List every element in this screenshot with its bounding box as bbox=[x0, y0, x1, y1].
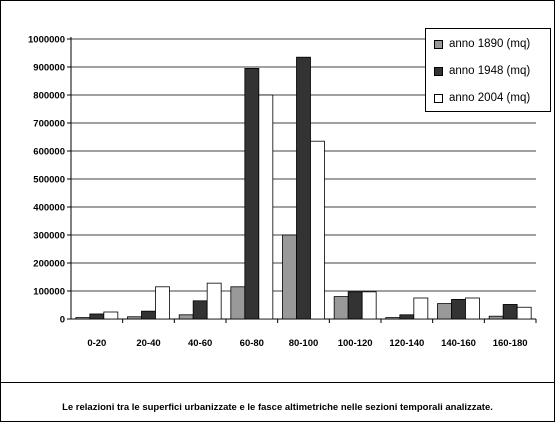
bar bbox=[244, 68, 260, 320]
bar bbox=[310, 140, 325, 320]
caption-divider bbox=[1, 382, 554, 383]
legend-item-1890: anno 1890 (mq) bbox=[426, 32, 550, 56]
y-tick-label: 200000 bbox=[33, 259, 65, 270]
legend-label-1948: anno 1948 (mq) bbox=[449, 65, 531, 77]
y-tick-label: 0 bbox=[60, 315, 65, 326]
bar bbox=[258, 94, 274, 320]
legend-swatch-2004 bbox=[434, 93, 443, 103]
bar bbox=[282, 234, 297, 320]
bar bbox=[178, 314, 194, 320]
bar bbox=[399, 314, 415, 320]
y-tick-label: 300000 bbox=[33, 231, 65, 242]
legend-label-2004: anno 2004 (mq) bbox=[449, 92, 531, 104]
bar bbox=[103, 311, 119, 320]
legend-item-2004: anno 2004 (mq) bbox=[426, 86, 550, 110]
x-tick-label: 60-80 bbox=[240, 338, 264, 349]
bar bbox=[488, 315, 504, 320]
x-tick-label: 80-100 bbox=[289, 338, 319, 349]
bar bbox=[437, 303, 452, 320]
x-tick-label: 40-60 bbox=[188, 338, 212, 349]
chart-caption: Le relazioni tra le superfici urbanizzat… bbox=[62, 402, 493, 413]
bar bbox=[296, 56, 311, 320]
legend-item-1948: anno 1948 (mq) bbox=[426, 59, 550, 83]
legend: anno 1890 (mq) anno 1948 (mq) anno 2004 … bbox=[425, 28, 551, 112]
y-tick-label: 500000 bbox=[33, 175, 65, 186]
bar bbox=[89, 313, 105, 320]
bar bbox=[413, 297, 429, 320]
x-tick-label: 140-160 bbox=[441, 338, 476, 349]
legend-swatch-1948 bbox=[434, 66, 443, 76]
bar-chart: 0 100000 200000 300000 400000 500000 600000 700… bbox=[28, 35, 537, 349]
x-tick-label: 160-180 bbox=[493, 338, 528, 349]
bar bbox=[230, 286, 246, 320]
y-tick-label: 400000 bbox=[33, 203, 65, 214]
legend-label-1890: anno 1890 (mq) bbox=[449, 38, 531, 50]
x-tick-label: 0-20 bbox=[87, 338, 106, 349]
y-tick-label: 900000 bbox=[33, 63, 65, 74]
x-tick-label: 120-140 bbox=[389, 338, 424, 349]
y-tick-label: 800000 bbox=[33, 91, 65, 102]
bar bbox=[127, 316, 142, 320]
bar bbox=[502, 304, 518, 320]
bar bbox=[141, 310, 156, 320]
x-tick-label: 20-40 bbox=[136, 338, 160, 349]
y-tick-label: 700000 bbox=[33, 119, 65, 130]
bar bbox=[75, 317, 91, 320]
bar bbox=[333, 296, 349, 320]
y-tick-label: 1000000 bbox=[28, 35, 65, 46]
bar bbox=[347, 291, 363, 320]
bar bbox=[385, 317, 401, 320]
bar bbox=[361, 291, 377, 320]
bar bbox=[465, 297, 480, 320]
bar bbox=[192, 300, 208, 320]
y-tick-label: 100000 bbox=[33, 287, 65, 298]
bar bbox=[206, 282, 222, 320]
bar bbox=[516, 306, 532, 320]
bar bbox=[155, 286, 170, 320]
bar bbox=[451, 298, 466, 320]
y-tick-label: 600000 bbox=[33, 147, 65, 158]
legend-swatch-1890 bbox=[434, 39, 443, 49]
x-tick-label: 100-120 bbox=[338, 338, 373, 349]
